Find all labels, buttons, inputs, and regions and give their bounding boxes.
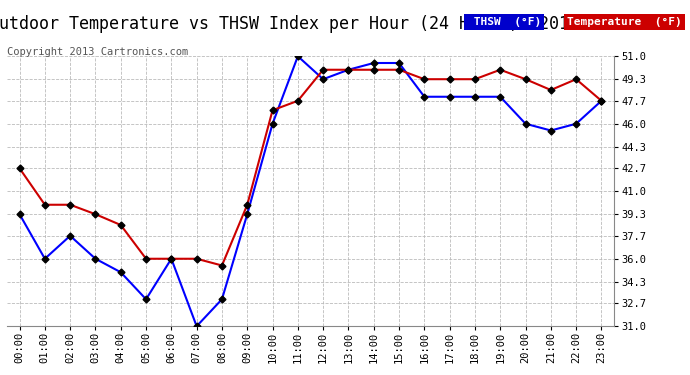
Text: Copyright 2013 Cartronics.com: Copyright 2013 Cartronics.com (7, 47, 188, 57)
Text: THSW  (°F): THSW (°F) (467, 17, 542, 27)
Text: Temperature  (°F): Temperature (°F) (567, 17, 682, 27)
Text: Outdoor Temperature vs THSW Index per Hour (24 Hours)  20131020: Outdoor Temperature vs THSW Index per Ho… (0, 15, 619, 33)
